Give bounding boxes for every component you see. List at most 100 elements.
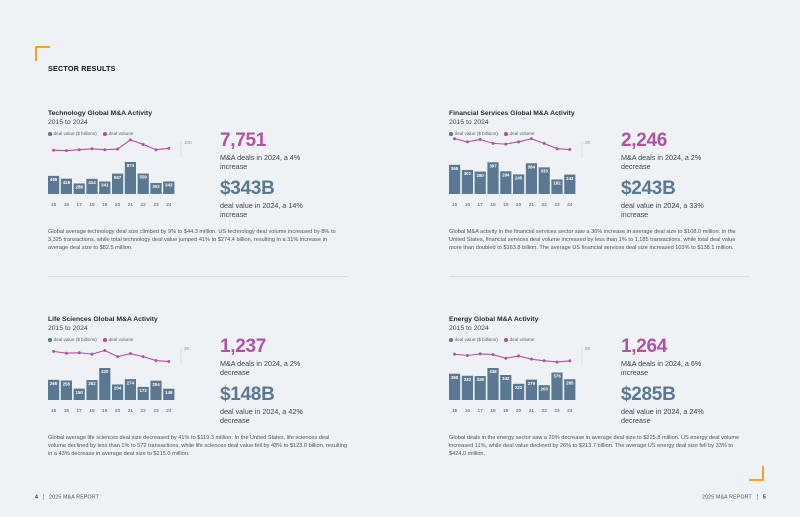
x-tick-label: 17 <box>478 202 484 208</box>
bar-value-label: 559 <box>140 175 148 180</box>
bar <box>538 167 550 194</box>
panel-subtitle: 2015 to 2024 <box>449 119 489 126</box>
volume-point <box>128 352 132 356</box>
panel-description: Global M&A activity in the financial ser… <box>449 229 736 252</box>
volume-point <box>77 148 81 152</box>
chart-legend: deal value ($ billions) deal volume <box>48 337 138 342</box>
x-tick-label: 17 <box>77 408 83 414</box>
x-tick-label: 20 <box>115 408 121 414</box>
deal-count-label: M&A deals in 2024, a 2% decrease <box>621 153 702 171</box>
bar-value-label: 414 <box>88 180 96 185</box>
bar <box>73 183 85 194</box>
bar <box>163 388 175 400</box>
bar <box>163 181 175 194</box>
legend-bar-label: deal value ($ billions) <box>53 337 97 343</box>
x-tick-label: 16 <box>465 408 471 414</box>
bar-value-label: 204 <box>114 386 122 391</box>
bar <box>48 175 60 194</box>
x-tick-label: 18 <box>490 408 496 414</box>
x-tick-label: 15 <box>452 202 458 208</box>
deal-value-label: deal value in 2024, a 33% increase <box>621 201 704 219</box>
deal-count-stat: 1,264 <box>621 336 668 357</box>
bar-value-label: 418 <box>63 180 71 185</box>
bar-value-label: 376 <box>553 374 561 379</box>
legend-line-label: deal volume <box>509 131 535 137</box>
bar-value-label: 284 <box>502 172 510 177</box>
panel-life-sciences: Life Sciences Global M&A Activity 2015 t… <box>48 316 348 486</box>
deal-count-stat: 1,237 <box>220 336 267 357</box>
bar-value-label: 341 <box>101 183 109 188</box>
page-number-right: 5 <box>762 494 766 501</box>
panel-title: Technology Global M&A Activity <box>48 110 152 117</box>
footer-separator <box>756 494 758 500</box>
deal-value-stat: $148B <box>220 384 275 405</box>
panel-energy: Energy Global M&A Activity 2015 to 2024 … <box>449 316 749 486</box>
x-tick-label: 22 <box>542 408 548 414</box>
bar-value-label: 285 <box>566 380 574 385</box>
panel-subtitle: 2015 to 2024 <box>449 325 489 332</box>
x-tick-label: 23 <box>153 408 159 414</box>
chart-legend: deal value ($ billions) deal volume <box>48 131 138 136</box>
deal-count-stat: 7,751 <box>220 130 267 151</box>
x-tick-label: 19 <box>503 408 509 414</box>
bar <box>461 169 473 194</box>
volume-point <box>568 359 572 363</box>
bar-value-label: 328 <box>477 377 485 382</box>
volume-point <box>478 352 482 356</box>
x-tick-label: 20 <box>516 202 522 208</box>
bar <box>564 174 576 194</box>
footer-separator <box>43 494 45 500</box>
bar-value-label: 203 <box>541 386 549 391</box>
bar-value-label: 254 <box>152 382 160 387</box>
deal-value-label: deal value in 2024, a 24% decrease <box>621 407 704 425</box>
chart-energy: 2K 360 15 332 16 328 17 438 18 342 19 222 20 279 21 203… <box>449 346 592 414</box>
volume-point <box>478 138 482 142</box>
bar <box>525 379 537 400</box>
deal-value-stat: $285B <box>621 384 676 405</box>
x-tick-label: 15 <box>51 408 57 414</box>
bar <box>112 173 124 194</box>
x-tick-label: 24 <box>567 408 573 414</box>
x-tick-label: 15 <box>51 202 57 208</box>
deal-count-label: M&A deals in 2024, a 6% increase <box>621 359 702 377</box>
bar-value-label: 222 <box>515 385 523 390</box>
bar <box>150 380 162 400</box>
x-tick-label: 18 <box>89 202 95 208</box>
volume-axis-label: 10K <box>184 140 193 145</box>
volume-point <box>504 142 508 146</box>
x-tick-label: 24 <box>567 202 573 208</box>
bar <box>137 386 149 400</box>
x-tick-label: 24 <box>166 408 172 414</box>
legend-line-label: deal volume <box>108 131 134 137</box>
volume-point <box>453 137 457 141</box>
x-tick-label: 21 <box>128 408 134 414</box>
legend-line-label: deal volume <box>509 337 535 343</box>
bar <box>48 379 60 400</box>
bar-value-label: 557 <box>114 175 122 180</box>
volume-point <box>529 137 533 141</box>
legend-bar-label: deal value ($ billions) <box>53 131 97 137</box>
bar <box>112 384 124 400</box>
volume-point <box>491 141 495 145</box>
bar <box>73 388 85 400</box>
bar-value-label: 343 <box>165 183 173 188</box>
bar <box>487 162 499 194</box>
volume-point <box>90 352 94 356</box>
volume-point <box>167 146 171 150</box>
bar-value-label: 495 <box>50 177 58 182</box>
volume-point <box>116 147 120 151</box>
legend-line-swatch <box>103 337 107 342</box>
x-tick-label: 19 <box>503 202 509 208</box>
bar <box>551 179 563 194</box>
legend-bar-label: deal value ($ billions) <box>454 131 498 137</box>
footer-right: 2025 M&A REPORT 5 <box>702 494 766 500</box>
bar <box>538 385 550 400</box>
x-tick-label: 18 <box>89 408 95 414</box>
volume-point <box>128 138 132 142</box>
panel-subtitle: 2015 to 2024 <box>48 119 88 126</box>
volume-point <box>154 359 158 363</box>
x-tick-label: 17 <box>77 202 83 208</box>
volume-line <box>53 349 169 363</box>
bar-value-label: 288 <box>76 185 84 190</box>
bar <box>60 178 72 194</box>
